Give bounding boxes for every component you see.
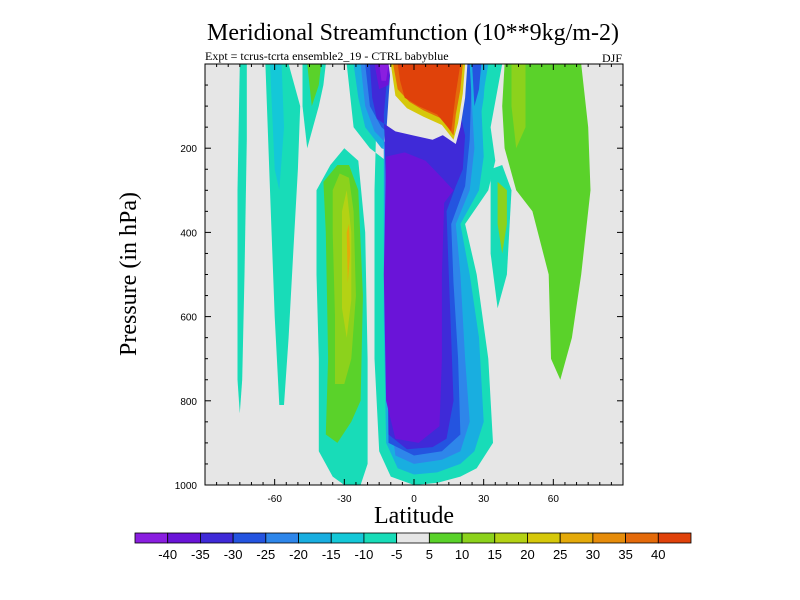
colorbar-swatch <box>167 532 201 544</box>
colorbar-swatch <box>592 532 626 544</box>
colorbar-swatch <box>461 532 496 544</box>
contour-region-17 <box>379 64 389 81</box>
contour-region-27 <box>497 181 507 254</box>
colorbar-swatch <box>657 532 692 544</box>
colorbar-swatch <box>428 532 463 544</box>
colorbar-swatch <box>363 532 398 544</box>
colorbar-label: 35 <box>618 547 632 562</box>
colorbar-label: -5 <box>391 547 403 562</box>
contour-region-0 <box>237 64 247 414</box>
colorbar-swatch <box>527 532 561 544</box>
contour-region-3 <box>302 64 326 149</box>
colorbar-swatch <box>494 532 528 544</box>
colorbar-label: -25 <box>256 547 275 562</box>
colorbar-swatch <box>232 532 267 544</box>
x-tick-label: -30 <box>337 494 352 505</box>
y-tick-label: 600 <box>180 313 197 324</box>
colorbar-label: -10 <box>355 547 374 562</box>
y-tick-label: 1000 <box>175 481 198 492</box>
colorbar-label: 25 <box>553 547 567 562</box>
colorbar-label: 5 <box>426 547 433 562</box>
colorbar-swatch <box>396 532 430 544</box>
colorbar-label: 30 <box>586 547 600 562</box>
chart-subtitle: Expt = tcrus-tcrta ensemble2_19 - CTRL b… <box>205 49 449 63</box>
contour-region-23 <box>397 64 461 132</box>
y-tick-label: 200 <box>180 144 197 155</box>
season-label: DJF <box>602 51 622 65</box>
colorbar-label: -20 <box>289 547 308 562</box>
contour-region-25 <box>511 64 526 149</box>
colorbar-label: -15 <box>322 547 341 562</box>
colorbar-swatch <box>559 532 594 544</box>
colorbar-swatch <box>330 532 365 544</box>
colorbar-swatch <box>134 532 169 544</box>
colorbar-label: -35 <box>191 547 210 562</box>
chart-title: Meridional Streamfunction (10**9kg/m-2) <box>207 20 619 46</box>
colorbar-label: 15 <box>488 547 502 562</box>
colorbar-label: -40 <box>158 547 177 562</box>
x-tick-label: 0 <box>411 494 417 505</box>
contour-region-2 <box>270 64 284 191</box>
colorbar-label: -30 <box>224 547 243 562</box>
colorbar-swatch <box>200 532 234 544</box>
x-tick-label: -60 <box>267 494 282 505</box>
x-axis: -60 -30 0 30 60 <box>204 64 624 505</box>
plot-area <box>204 63 624 486</box>
colorbar-label: 40 <box>651 547 665 562</box>
contour-fills <box>237 64 591 485</box>
x-tick-label: 60 <box>548 494 560 505</box>
contour-region-4 <box>307 64 322 107</box>
y-tick-label: 400 <box>180 228 197 239</box>
contour-region-24 <box>502 64 591 380</box>
y-tick-label: 800 <box>180 397 197 408</box>
y-axis: 200 400 600 800 1000 <box>175 63 623 492</box>
colorbar-swatch <box>265 532 299 544</box>
contour-region-15 <box>383 152 454 443</box>
colorbar: -40 -35 -30 -25 -20 -15 -10 -5 5 10 15 20 25 30 35 40 <box>134 532 692 562</box>
colorbar-swatch <box>298 532 332 544</box>
colorbar-label: 10 <box>455 547 469 562</box>
contour-region-19 <box>472 64 482 107</box>
y-axis-label: Pressure (in hPa) <box>116 192 142 356</box>
x-tick-label: 30 <box>478 494 490 505</box>
colorbar-label: 20 <box>520 547 534 562</box>
contour-region-9 <box>346 224 351 283</box>
x-axis-label: Latitude <box>374 503 454 529</box>
colorbar-swatch <box>625 532 659 544</box>
